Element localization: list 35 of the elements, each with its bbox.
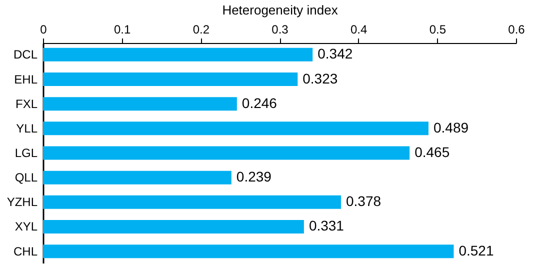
- bar: [43, 244, 454, 258]
- y-tick-label: FXL: [15, 96, 38, 111]
- data-label: 0.323: [302, 70, 338, 86]
- y-tick-label: LGL: [14, 146, 38, 160]
- bar: [43, 72, 298, 86]
- x-tick-label: 0.3: [272, 22, 289, 36]
- y-tick-label: XYL: [14, 220, 38, 234]
- x-tick-label: 0.2: [192, 22, 210, 36]
- bar: [43, 97, 237, 111]
- bar: [43, 170, 232, 184]
- bar: [43, 122, 428, 136]
- y-tick-label: DCL: [13, 48, 38, 62]
- x-tick-label: 0.5: [429, 22, 446, 36]
- y-tick-label: CHL: [13, 244, 38, 258]
- data-label: 0.342: [318, 46, 353, 62]
- x-tick-label: 0.6: [508, 22, 526, 36]
- bar: [43, 48, 313, 62]
- y-tick-label: QLL: [14, 170, 38, 185]
- data-label: 0.331: [308, 218, 344, 234]
- x-axis-title: Heterogeneity index: [222, 2, 338, 18]
- x-tick-label: 0.4: [350, 22, 368, 36]
- bar: [43, 146, 410, 160]
- y-tick-label: YZHL: [6, 195, 38, 210]
- bar: [43, 220, 304, 234]
- x-tick-label: 0.1: [114, 22, 131, 36]
- x-tick-label: 0: [40, 22, 48, 36]
- data-label: 0.378: [346, 193, 382, 210]
- data-label: 0.465: [414, 144, 450, 160]
- data-label: 0.239: [236, 168, 272, 185]
- y-tick-label: YLL: [16, 121, 38, 136]
- bar: [43, 195, 341, 209]
- data-label: 0.489: [433, 119, 469, 136]
- y-tick-label: EHL: [14, 72, 38, 86]
- data-label: 0.521: [458, 242, 494, 258]
- data-label: 0.246: [242, 94, 278, 111]
